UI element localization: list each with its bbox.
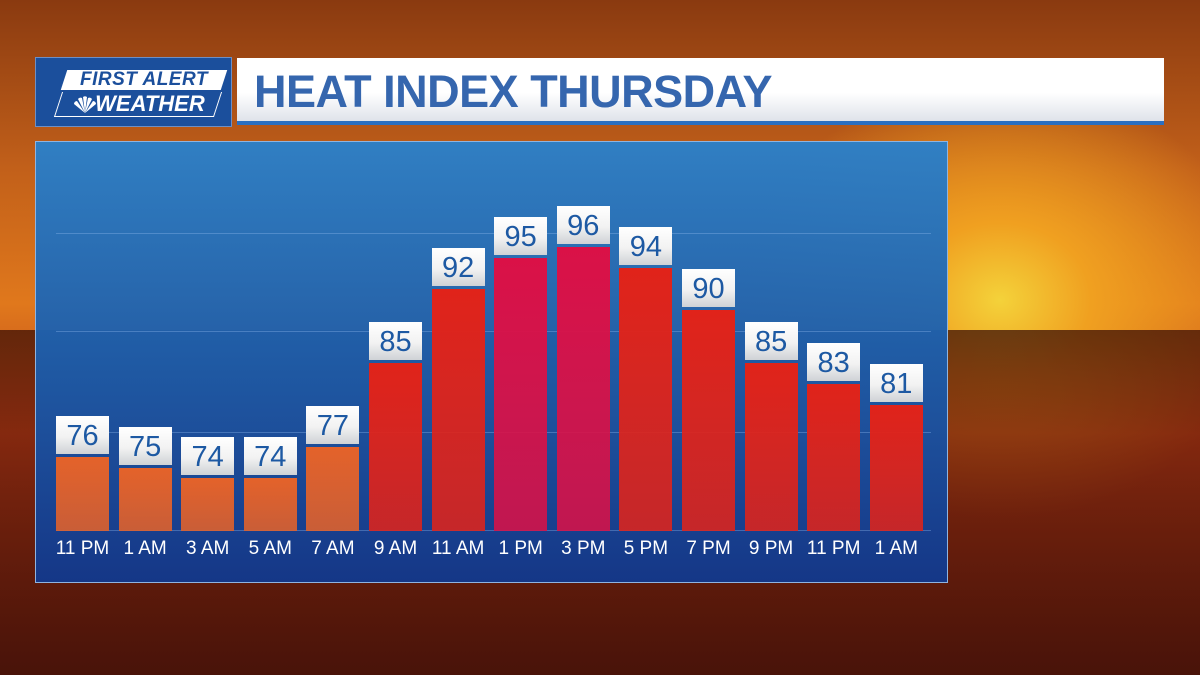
x-tick-label: 1 AM: [123, 538, 167, 559]
bar: [56, 457, 109, 531]
bar: [744, 362, 798, 531]
data-label: 83: [807, 342, 861, 381]
first-alert-weather-logo: FIRST ALERT WEATHER: [35, 57, 232, 127]
bar: [306, 446, 360, 531]
bar: [869, 404, 923, 531]
bar: [619, 268, 673, 531]
peacock-icon: [74, 96, 96, 113]
x-tick-label: 9 AM: [373, 538, 418, 559]
x-tick-label: 3 AM: [186, 538, 230, 559]
data-label: 81: [869, 363, 923, 402]
gridline: [56, 432, 931, 433]
bar: [807, 383, 861, 531]
bar: [369, 362, 422, 531]
data-label: 76: [56, 416, 109, 455]
x-tick-label: 1 AM: [874, 538, 918, 559]
x-tick-label: 5 AM: [248, 538, 292, 559]
bar: [556, 247, 610, 531]
x-tick-label: 3 PM: [561, 538, 606, 559]
data-label: 96: [556, 206, 610, 245]
x-tick-label: 7 PM: [686, 538, 731, 559]
data-label: 95: [494, 216, 548, 255]
bar: [118, 467, 172, 531]
x-tick-label: 11 PM: [55, 538, 110, 559]
x-tick-label: 11 AM: [431, 538, 485, 559]
data-label: 94: [619, 227, 673, 266]
data-label: 75: [118, 426, 172, 465]
page-title: HEAT INDEX THURSDAY: [254, 66, 773, 117]
logo-line1: FIRST ALERT: [80, 69, 208, 90]
x-tick-label: 5 PM: [623, 538, 669, 559]
data-label: 74: [243, 437, 297, 476]
data-label: 74: [181, 437, 235, 476]
data-label: 85: [369, 321, 422, 360]
x-tick-label: 7 AM: [311, 538, 355, 559]
data-label: 90: [682, 269, 735, 308]
title-bar: HEAT INDEX THURSDAY: [237, 58, 1164, 125]
gridline: [56, 233, 931, 234]
bar: [431, 289, 485, 531]
gridline: [56, 331, 931, 332]
x-tick-label: 9 PM: [748, 538, 794, 559]
bar: [181, 478, 235, 531]
data-label: 85: [744, 321, 798, 360]
gridline: [56, 530, 931, 531]
data-label: 77: [306, 405, 360, 444]
x-tick-label: 1 PM: [498, 538, 543, 559]
bar: [243, 478, 297, 531]
bar: [682, 310, 735, 531]
x-tick-label: 11 PM: [806, 538, 861, 559]
data-label: 92: [431, 248, 485, 287]
bar: [494, 257, 548, 531]
chart-panel: 76 11 PM 75 1 AM 74 3 AM 74 5 AM 77 7 AM 85 9 AM 92 1…: [35, 141, 948, 583]
